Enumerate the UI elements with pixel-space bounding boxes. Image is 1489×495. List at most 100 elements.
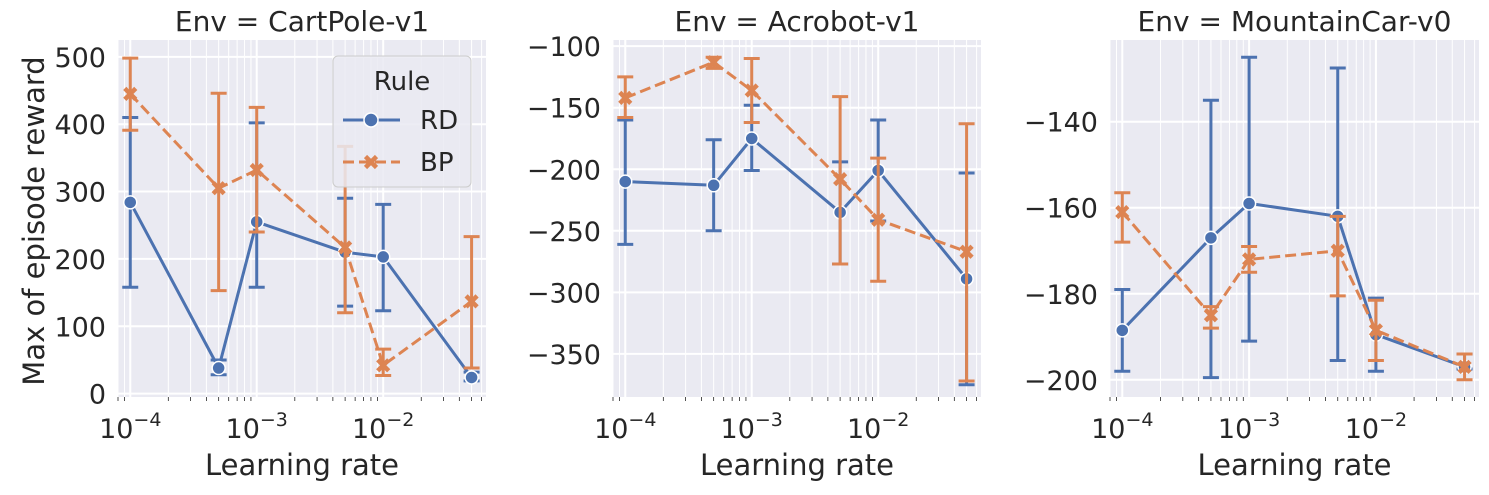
data-point-bp xyxy=(1115,204,1130,220)
x-tick-label: 10−4 xyxy=(1091,409,1153,445)
data-point-bp xyxy=(1330,243,1345,258)
data-point-bp-b xyxy=(1457,359,1472,374)
x-tick-label: 10−4 xyxy=(99,409,161,445)
y-tick-label: 500 xyxy=(54,43,106,74)
data-point-bp-b xyxy=(744,83,759,98)
x-tick-mantissa: 10 xyxy=(99,414,133,445)
series-line-bp xyxy=(624,60,968,254)
x-tick-exponent: −2 xyxy=(386,409,414,431)
data-point-bp-b xyxy=(1242,252,1257,267)
y-tick-label: 0 xyxy=(89,380,106,411)
x-tick-mantissa: 10 xyxy=(1345,414,1379,445)
y-tick-label: −200 xyxy=(527,155,601,186)
x-tick-label: 10−2 xyxy=(847,409,909,445)
x-tick-mantissa: 10 xyxy=(594,414,628,445)
y-tick-label: 100 xyxy=(54,312,106,343)
y-axis-label: Max of episode reward xyxy=(17,56,51,385)
data-point-bp-b xyxy=(959,244,974,259)
y-tick-label: 200 xyxy=(54,245,106,276)
series-line-rd xyxy=(1121,201,1466,369)
data-point-bp xyxy=(249,162,264,178)
data-point-bp xyxy=(618,90,633,105)
data-point-rd xyxy=(1115,323,1130,338)
data-point-bp xyxy=(833,172,848,187)
y-tick-label: −150 xyxy=(527,94,601,125)
series-line-bp xyxy=(129,92,473,367)
x-tick-label: 10−4 xyxy=(594,409,656,445)
x-axis-label: Learning rate xyxy=(205,448,399,482)
data-point-bp xyxy=(1368,323,1384,338)
x-tick-exponent: −3 xyxy=(1252,409,1280,431)
legend-entry-bp: BP xyxy=(343,148,454,178)
data-point-bp xyxy=(1242,252,1257,267)
plot-area xyxy=(1110,40,1479,397)
panel-acrobot: 10−4 10−3 10−2−350−300−250−200−150−100Env … xyxy=(527,5,981,482)
data-point-rd xyxy=(618,174,633,189)
series-bp xyxy=(617,55,975,383)
x-tick-label: 10−2 xyxy=(1345,409,1407,445)
series-line-rd xyxy=(625,137,968,280)
panel-title: Env = MountainCar-v0 xyxy=(1138,5,1452,38)
legend-frame xyxy=(332,55,472,188)
data-point-bp-b xyxy=(1330,243,1345,258)
x-tick-mantissa: 10 xyxy=(226,414,260,445)
data-point-bp-b xyxy=(1368,323,1384,338)
series-bp xyxy=(1114,191,1473,382)
data-point-bp-b xyxy=(338,240,353,255)
error-bar-bp xyxy=(1329,214,1346,298)
data-point-bp xyxy=(211,181,226,196)
x-tick-mantissa: 10 xyxy=(721,414,755,445)
x-tick-exponent: −3 xyxy=(260,409,288,431)
data-point-rd xyxy=(464,370,479,385)
x-tick-label: 10−2 xyxy=(352,409,414,445)
data-point-rd xyxy=(1241,196,1257,211)
data-point-bp-b xyxy=(706,55,721,70)
y-tick-label: −100 xyxy=(527,32,601,63)
legend-rd-label: RD xyxy=(420,106,458,136)
y-tick-label: −140 xyxy=(1024,108,1098,139)
x-tick-mantissa: 10 xyxy=(847,414,881,445)
x-tick-mantissa: 10 xyxy=(1091,414,1125,445)
data-point-rd xyxy=(211,360,226,376)
data-point-bp-b xyxy=(123,86,138,101)
data-point-bp-b xyxy=(871,212,886,227)
data-point-bp xyxy=(959,244,974,259)
data-point-bp xyxy=(706,55,721,70)
data-point-bp xyxy=(338,240,353,255)
data-point-rd xyxy=(706,178,721,193)
x-tick-mantissa: 10 xyxy=(352,414,386,445)
legend-title: Rule xyxy=(374,67,431,97)
series-line-rd xyxy=(128,201,473,379)
data-point-rd xyxy=(123,195,138,210)
panel-title: Env = CartPole-v1 xyxy=(175,5,429,38)
series-line-bp xyxy=(1121,211,1466,369)
y-tick-label: −350 xyxy=(527,340,601,371)
x-tick-exponent: −2 xyxy=(881,409,909,431)
legend-rd-marker xyxy=(363,112,379,128)
x-tick-exponent: −3 xyxy=(755,409,783,431)
x-tick-exponent: −4 xyxy=(1125,409,1153,431)
y-tick-label: 300 xyxy=(54,178,106,209)
data-point-bp xyxy=(123,86,138,101)
legend-bp-label: BP xyxy=(420,148,454,178)
data-point-bp xyxy=(1203,308,1219,323)
data-point-bp-b xyxy=(249,162,264,178)
data-point-bp-b xyxy=(376,358,391,373)
x-axis-label: Learning rate xyxy=(1197,448,1391,482)
legend-bp-x xyxy=(363,154,379,170)
data-point-bp-b xyxy=(211,181,226,196)
y-tick-label: 400 xyxy=(54,110,106,141)
legend-bp-x-b xyxy=(363,154,379,170)
data-point-bp xyxy=(464,294,479,309)
y-tick-label: −180 xyxy=(1024,280,1098,311)
data-point-bp-b xyxy=(618,90,633,105)
x-tick-label: 10−3 xyxy=(721,409,783,445)
x-tick-exponent: −4 xyxy=(133,409,161,431)
error-bar-bp xyxy=(210,91,227,293)
data-point-bp xyxy=(871,212,886,227)
x-axis-label: Learning rate xyxy=(700,448,894,482)
data-point-bp xyxy=(744,83,759,98)
